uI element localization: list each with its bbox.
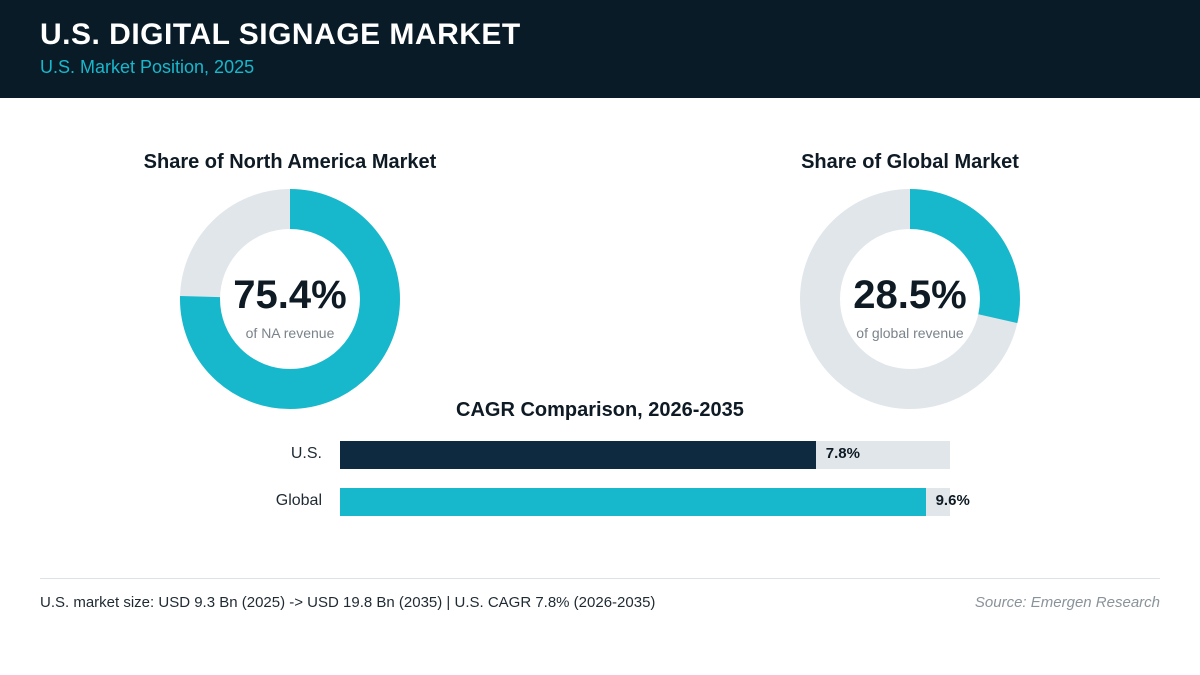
footer-source: Source: Emergen Research — [974, 594, 1160, 611]
bar-us — [340, 441, 816, 469]
footer-divider — [40, 578, 1160, 579]
na-share-caption: of NA revenue — [245, 325, 335, 341]
na-donut-arc — [180, 189, 400, 409]
na-share-donut: 75.4% of NA revenue — [179, 188, 401, 410]
bar-value-us: 7.8% — [825, 445, 860, 462]
bar-track-global: 9.6% — [340, 488, 970, 516]
bar-label-global: Global — [275, 492, 322, 509]
bar-value-global: 9.6% — [935, 492, 970, 509]
cagr-chart-title: CAGR Comparison, 2026-2035 — [456, 399, 744, 421]
na-donut-title: Share of North America Market — [143, 151, 437, 173]
page-title: U.S. DIGITAL SIGNAGE MARKET — [40, 18, 521, 51]
global-share-caption: of global revenue — [856, 325, 964, 341]
bar-global — [340, 488, 926, 516]
bar-label-us: U.S. — [290, 445, 322, 462]
na-donut-svg — [180, 189, 400, 409]
header-banner: U.S. DIGITAL SIGNAGE MARKET U.S. Market … — [0, 0, 1200, 98]
global-share-donut: 28.5% of global revenue — [799, 188, 1021, 410]
bar-track-us: 7.8% — [340, 441, 950, 469]
bar-row-global: Global 9.6% — [0, 488, 1000, 516]
global-donut-svg — [800, 189, 1020, 409]
global-share-value: 28.5% — [853, 273, 967, 317]
page-subtitle: U.S. Market Position, 2025 — [40, 57, 255, 77]
bar-row-us: U.S. 7.8% — [0, 441, 1000, 469]
global-donut-arc — [800, 189, 1020, 409]
global-donut-title: Share of Global Market — [801, 151, 1019, 173]
footer-note: U.S. market size: USD 9.3 Bn (2025) -> U… — [40, 594, 656, 611]
na-share-value: 75.4% — [233, 273, 347, 317]
